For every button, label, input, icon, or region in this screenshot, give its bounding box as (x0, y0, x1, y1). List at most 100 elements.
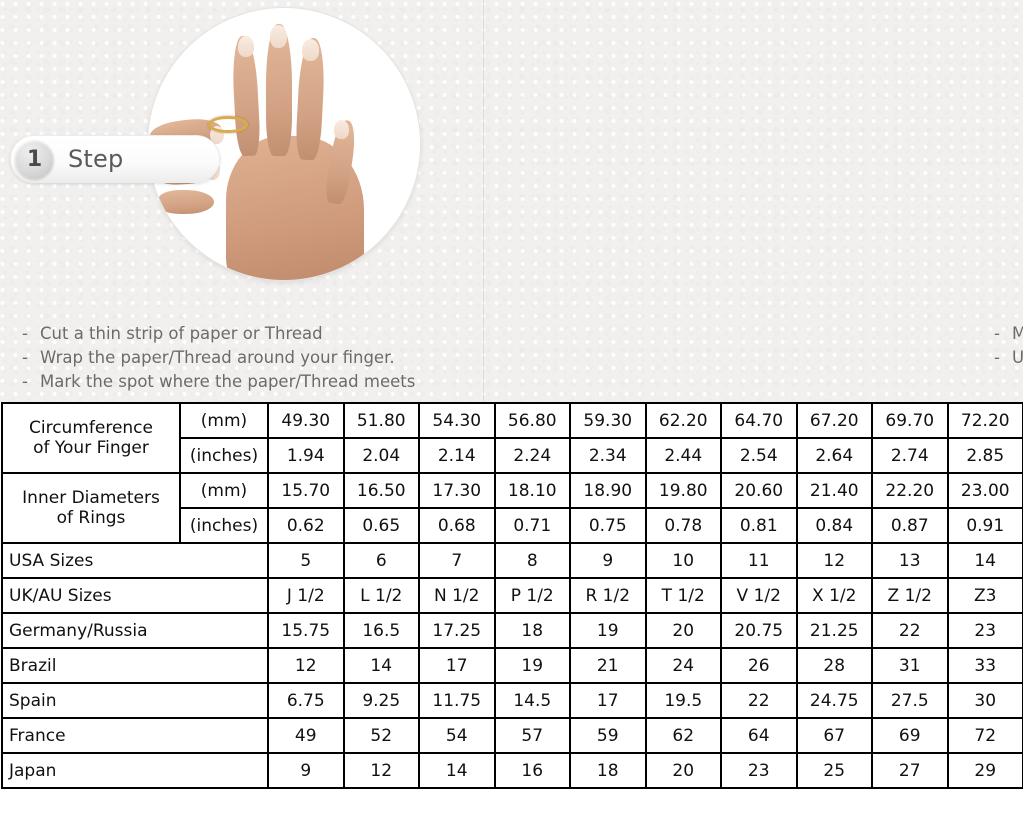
data-cell: 14 (342, 647, 420, 684)
data-cell: 6 (342, 542, 420, 579)
data-cell: 2.44 (644, 437, 722, 474)
data-cell: 15.75 (267, 612, 345, 649)
data-cell: 12 (342, 752, 420, 789)
data-cell: 49.30 (267, 402, 345, 439)
table-row: Japan 9 12 14 16 18 20 23 25 27 29 (1, 752, 1023, 789)
data-cell: 0.75 (569, 507, 647, 544)
bullet-dash-icon: - (22, 348, 28, 367)
data-cell: X 1/2 (795, 577, 873, 614)
table-row: France 49 52 54 57 59 62 64 67 69 72 (1, 717, 1023, 754)
data-cell: 0.68 (418, 507, 496, 544)
gold-ring (208, 116, 248, 133)
data-cell: 69 (871, 717, 949, 754)
table-row: Brazil 12 14 17 19 21 24 26 28 31 33 (1, 647, 1023, 684)
data-cell: 33 (946, 647, 1023, 684)
data-cell: 12 (267, 647, 345, 684)
data-cell: R 1/2 (569, 577, 647, 614)
data-cell: 1.94 (267, 437, 345, 474)
data-cell: 20.60 (720, 472, 798, 509)
unit-label: (inches) (179, 507, 269, 544)
data-cell: 25 (795, 752, 873, 789)
data-cell: 2.54 (720, 437, 798, 474)
data-cell: 62.20 (644, 402, 722, 439)
data-cell: 31 (871, 647, 949, 684)
data-cell: 30 (946, 682, 1023, 719)
data-cell: 2.04 (342, 437, 420, 474)
data-cell: 21.40 (795, 472, 873, 509)
data-cell: 24.75 (795, 682, 873, 719)
data-cell: 23 (720, 752, 798, 789)
step-1-instructions: - Cut a thin strip of paper or Thread - Wr… (22, 322, 415, 394)
data-cell: N 1/2 (418, 577, 496, 614)
data-cell: P 1/2 (493, 577, 571, 614)
row-label: Japan (1, 752, 269, 789)
data-cell: 52 (342, 717, 420, 754)
data-cell: 0.62 (267, 507, 345, 544)
data-cell: Z 1/2 (871, 577, 949, 614)
data-cell: 62 (644, 717, 722, 754)
data-cell: 72 (946, 717, 1023, 754)
data-cell: 2.64 (795, 437, 873, 474)
data-cell: 5 (267, 542, 345, 579)
bullet-dash-icon: - (994, 324, 1000, 343)
data-cell: 20.75 (720, 612, 798, 649)
row-label: Spain (1, 682, 269, 719)
data-cell: 59.30 (569, 402, 647, 439)
data-cell: 19.80 (644, 472, 722, 509)
data-cell: 19.5 (644, 682, 722, 719)
instruction-item: - Measure the length of the thread with y… (994, 322, 1023, 346)
data-cell: 19 (569, 612, 647, 649)
data-cell: 23 (946, 612, 1023, 649)
data-cell: L 1/2 (342, 577, 420, 614)
data-cell: T 1/2 (644, 577, 722, 614)
data-cell: 17 (418, 647, 496, 684)
data-cell: 22 (720, 682, 798, 719)
data-cell: 67.20 (795, 402, 873, 439)
panel-divider (483, 0, 484, 402)
data-cell: 23.00 (946, 472, 1023, 509)
data-cell: 18.90 (569, 472, 647, 509)
instructions-section: 1 Step - Cut a thin strip of paper or Thr… (0, 0, 1023, 402)
data-cell: 16 (493, 752, 571, 789)
data-cell: 0.84 (795, 507, 873, 544)
data-cell: 27.5 (871, 682, 949, 719)
data-cell: 64.70 (720, 402, 798, 439)
step-1-badge: 1 Step (10, 135, 220, 183)
step-2-panel: 1 2 3 2 Step -Measure the length of the … (484, 0, 1023, 402)
data-cell: 67 (795, 717, 873, 754)
data-cell: 19 (493, 647, 571, 684)
row-group-label-line: of Your Finger (33, 438, 149, 458)
data-cell: 14.5 (493, 682, 571, 719)
data-cell: 0.91 (946, 507, 1023, 544)
instruction-item: - Wrap the paper/Thread around your finge… (22, 346, 415, 370)
size-chart-table: Circumference of Your Finger (mm) 49.30 51.8… (1, 402, 1023, 789)
data-cell: 2.74 (871, 437, 949, 474)
data-cell: 0.87 (871, 507, 949, 544)
data-cell: 12 (795, 542, 873, 579)
data-cell: 0.71 (493, 507, 571, 544)
instruction-item: - Cut a thin strip of paper or Thread (22, 322, 415, 346)
step-1-label: Step (68, 145, 124, 173)
row-group-label: Circumference of Your Finger (1, 402, 181, 474)
data-cell: 11 (720, 542, 798, 579)
row-label: Brazil (1, 647, 269, 684)
bullet-dash-icon: - (22, 372, 28, 391)
data-cell: 17 (569, 682, 647, 719)
unit-label: (inches) (179, 437, 269, 474)
data-cell: 20 (644, 752, 722, 789)
data-cell: 11.75 (418, 682, 496, 719)
step-1-number: 1 (15, 139, 54, 179)
bullet-dash-icon: - (22, 324, 28, 343)
data-cell: 26 (720, 647, 798, 684)
data-cell: 10 (644, 542, 722, 579)
data-cell: 9.25 (342, 682, 420, 719)
table-row: Germany/Russia 15.75 16.5 17.25 18 19 20 20.75 2… (1, 612, 1023, 649)
data-cell: 8 (493, 542, 571, 579)
data-cell: 24 (644, 647, 722, 684)
instruction-item: - Use the following chart to determine yo… (994, 346, 1023, 370)
unit-label: (mm) (179, 402, 269, 439)
row-group-label-line: Circumference (29, 418, 153, 438)
table-row: USA Sizes 5 6 7 8 9 10 11 12 13 14 (1, 542, 1023, 579)
data-cell: 29 (946, 752, 1023, 789)
data-cell: 9 (267, 752, 345, 789)
